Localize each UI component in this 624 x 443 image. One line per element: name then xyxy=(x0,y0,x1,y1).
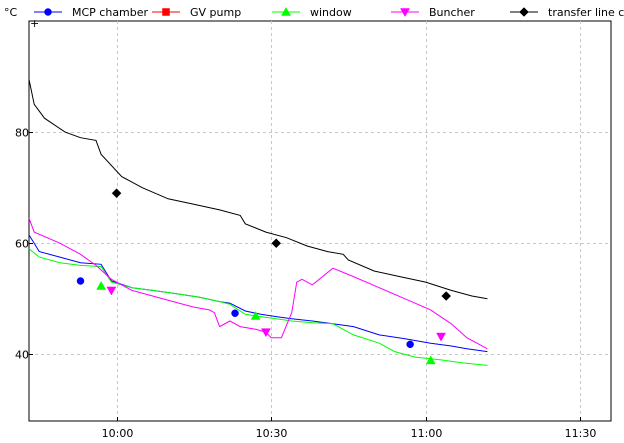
marker-triangle-up xyxy=(96,280,107,290)
marker-square xyxy=(162,8,170,16)
legend-label: Buncher xyxy=(429,6,475,19)
x-tick-label: 10:30 xyxy=(256,427,288,440)
x-tick-label: 11:00 xyxy=(411,427,443,440)
series-line-3 xyxy=(28,218,488,350)
series-markers xyxy=(76,188,452,365)
marker-triangle-down xyxy=(260,328,271,338)
y-tick-label: 40 xyxy=(15,349,29,362)
legend-label: window xyxy=(310,6,352,19)
marker-triangle-down xyxy=(106,286,117,296)
legend-label: GV pump xyxy=(190,6,241,19)
marker-diamond xyxy=(271,238,282,249)
legend-entry: window xyxy=(272,6,352,19)
x-axis: 10:00 10:30 11:00 11:30 xyxy=(102,417,597,440)
marker-circle xyxy=(231,309,239,317)
x-tick-label: 10:00 xyxy=(102,427,134,440)
legend-label: transfer line cross xyxy=(548,6,624,19)
series-lines xyxy=(28,79,488,366)
legend: MCP chamber GV pump window Buncher transfer … xyxy=(34,6,624,19)
marker-triangle-up xyxy=(425,355,436,365)
legend-label: MCP chamber xyxy=(72,6,149,19)
corner-plus: + xyxy=(30,17,39,30)
y-tick-label: 60 xyxy=(15,238,29,251)
legend-entry: Buncher xyxy=(391,6,475,19)
marker-triangle-down xyxy=(400,8,410,18)
series-line-4 xyxy=(28,79,488,300)
series-line-0 xyxy=(28,234,488,353)
x-tick-label: 11:30 xyxy=(565,427,597,440)
grid xyxy=(29,21,611,421)
legend-entry: GV pump xyxy=(152,6,241,19)
legend-entry: transfer line cross xyxy=(510,6,624,19)
plot-frame xyxy=(28,20,612,422)
marker-circle xyxy=(406,340,414,349)
marker-triangle-up xyxy=(250,310,261,320)
marker-triangle-up xyxy=(281,6,291,16)
y-axis-label: °C xyxy=(4,6,18,19)
marker-diamond xyxy=(519,7,529,17)
marker-circle xyxy=(76,277,85,285)
marker-triangle-down xyxy=(436,332,446,342)
marker-circle xyxy=(44,8,52,16)
series-line-2 xyxy=(28,248,488,366)
marker-diamond xyxy=(111,188,122,199)
marker-diamond xyxy=(441,291,452,301)
legend-entry: MCP chamber xyxy=(34,6,149,19)
y-axis: 40 60 80 xyxy=(15,127,33,362)
y-tick-label: 80 xyxy=(15,127,29,140)
